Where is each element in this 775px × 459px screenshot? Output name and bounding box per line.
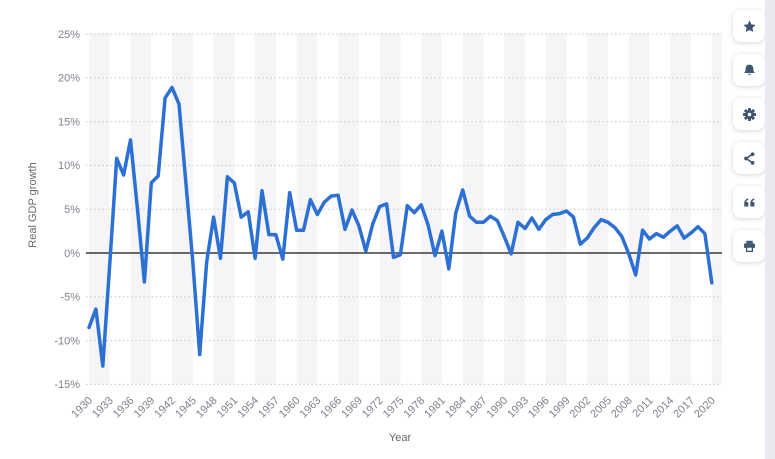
plot-band xyxy=(587,33,608,384)
x-tick-label: 1957 xyxy=(256,395,282,421)
x-tick-label: 1996 xyxy=(526,395,552,421)
x-axis-labels: 1930193319361939194219451948195119541957… xyxy=(69,395,718,421)
bell-icon xyxy=(743,64,755,75)
plot-band xyxy=(670,33,692,384)
plot-band xyxy=(504,33,525,384)
axis-titles: Real GDP growth Year xyxy=(27,162,411,444)
x-tick-label: 1960 xyxy=(277,395,303,421)
y-tick-label: 0% xyxy=(64,248,80,260)
printer-icon xyxy=(743,240,755,252)
gridlines xyxy=(86,33,722,385)
x-tick-label: 1978 xyxy=(401,395,427,421)
plot-band xyxy=(545,33,567,384)
plot-band xyxy=(172,33,193,384)
gdp-line-series xyxy=(87,85,714,368)
x-tick-label: 1984 xyxy=(443,395,469,421)
cite-button[interactable] xyxy=(733,186,765,218)
plot-band xyxy=(421,33,442,384)
plot-band xyxy=(379,33,401,384)
x-tick-label: 1999 xyxy=(547,395,573,421)
x-tick-label: 1951 xyxy=(215,395,241,421)
plot-band xyxy=(462,33,484,384)
x-tick-label: 1972 xyxy=(360,395,386,421)
x-tick-label: 1942 xyxy=(152,395,178,421)
quote-icon xyxy=(743,197,754,206)
x-tick-label: 1975 xyxy=(381,395,407,421)
settings-button[interactable] xyxy=(733,98,765,130)
y-tick-label: 15% xyxy=(58,116,80,128)
x-tick-label: 1990 xyxy=(485,395,511,421)
y-tick-label: 10% xyxy=(58,160,80,172)
x-tick-label: 2014 xyxy=(651,395,677,421)
x-tick-label: 2017 xyxy=(671,395,697,421)
y-axis-labels: 25% 20% 15% 10% 5% 0% -5% -10% -15% xyxy=(54,29,80,391)
x-tick-label: 1954 xyxy=(235,395,261,421)
notifications-button[interactable] xyxy=(733,54,765,86)
y-tick-label: 20% xyxy=(58,73,80,85)
gear-icon xyxy=(742,107,756,121)
x-tick-label: 2020 xyxy=(692,395,718,421)
x-tick-label: 1933 xyxy=(90,395,116,421)
x-tick-label: 2005 xyxy=(588,395,614,421)
y-tick-label: -15% xyxy=(54,379,80,391)
x-tick-label: 1963 xyxy=(298,395,324,421)
share-icon xyxy=(743,151,754,165)
y-tick-label: -5% xyxy=(60,292,80,304)
plot-band xyxy=(628,33,650,384)
favorite-button[interactable] xyxy=(733,10,765,42)
x-tick-label: 2002 xyxy=(568,395,594,421)
plot-band xyxy=(130,33,152,384)
y-tick-label: 25% xyxy=(58,29,80,41)
star-icon xyxy=(743,20,755,32)
x-tick-label: 1930 xyxy=(69,395,95,421)
y-tick-label: -10% xyxy=(54,335,80,347)
x-tick-label: 1966 xyxy=(318,395,344,421)
share-button[interactable] xyxy=(733,142,765,174)
x-tick-label: 2011 xyxy=(630,395,655,420)
x-tick-label: 1987 xyxy=(464,395,490,421)
page-edge-strip xyxy=(765,0,775,459)
x-tick-label: 1948 xyxy=(194,395,220,421)
x-tick-label: 2008 xyxy=(609,395,635,421)
y-tick-label: 5% xyxy=(64,204,80,216)
plot-band xyxy=(89,33,110,384)
x-tick-label: 1945 xyxy=(173,395,199,421)
y-axis-title: Real GDP growth xyxy=(27,162,39,247)
x-axis-title: Year xyxy=(389,432,412,444)
print-button[interactable] xyxy=(733,230,765,262)
x-tick-label: 1969 xyxy=(339,395,365,421)
x-tick-label: 1936 xyxy=(111,395,137,421)
plot-band xyxy=(711,33,722,384)
plot-band xyxy=(338,33,359,384)
x-tick-label: 1939 xyxy=(132,395,158,421)
x-tick-label: 1993 xyxy=(505,395,531,421)
x-tick-label: 1981 xyxy=(422,395,448,421)
